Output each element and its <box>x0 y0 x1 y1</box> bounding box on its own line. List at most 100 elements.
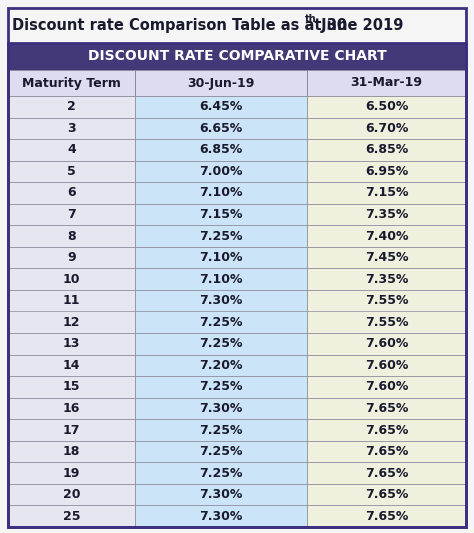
Text: 9: 9 <box>67 251 76 264</box>
Bar <box>8 333 135 354</box>
Bar <box>8 70 135 96</box>
Text: 7.20%: 7.20% <box>199 359 243 372</box>
Text: Discount rate Comparison Table as at 30: Discount rate Comparison Table as at 30 <box>12 18 347 33</box>
Text: 12: 12 <box>63 316 80 329</box>
Bar <box>8 311 135 333</box>
Text: 7.65%: 7.65% <box>365 424 408 437</box>
Bar <box>307 247 466 269</box>
Text: 6.85%: 6.85% <box>365 143 408 156</box>
Text: 6.45%: 6.45% <box>199 100 243 114</box>
Bar <box>307 139 466 160</box>
Text: 31-Mar-19: 31-Mar-19 <box>350 77 422 90</box>
Bar <box>307 376 466 398</box>
Bar <box>8 225 135 247</box>
Text: 7.30%: 7.30% <box>199 402 243 415</box>
Text: 7.30%: 7.30% <box>199 294 243 307</box>
Text: 7.25%: 7.25% <box>199 445 243 458</box>
Text: 25: 25 <box>63 510 80 523</box>
Text: th: th <box>305 14 317 25</box>
Text: 17: 17 <box>63 424 80 437</box>
Text: 18: 18 <box>63 445 80 458</box>
Bar <box>135 505 307 527</box>
Bar <box>307 462 466 484</box>
Text: 7.65%: 7.65% <box>365 402 408 415</box>
Text: 7.55%: 7.55% <box>365 316 408 329</box>
Text: 11: 11 <box>63 294 80 307</box>
Text: 6.50%: 6.50% <box>365 100 408 114</box>
Bar <box>8 354 135 376</box>
Bar <box>8 96 135 118</box>
Text: 19: 19 <box>63 466 80 480</box>
Bar <box>135 139 307 160</box>
Bar <box>135 354 307 376</box>
Bar <box>307 505 466 527</box>
Bar <box>8 118 135 139</box>
Bar <box>8 419 135 441</box>
Text: Maturity Term: Maturity Term <box>22 77 121 90</box>
Bar <box>307 311 466 333</box>
Text: June 2019: June 2019 <box>316 18 403 33</box>
Bar <box>8 43 466 70</box>
Text: 7.25%: 7.25% <box>199 337 243 350</box>
Bar <box>135 419 307 441</box>
Text: 7.65%: 7.65% <box>365 466 408 480</box>
Bar <box>8 182 135 204</box>
Bar <box>135 484 307 505</box>
Bar <box>307 441 466 462</box>
Text: 7.15%: 7.15% <box>199 208 243 221</box>
Text: 4: 4 <box>67 143 76 156</box>
Bar <box>8 247 135 269</box>
Text: 7: 7 <box>67 208 76 221</box>
Bar <box>135 376 307 398</box>
Bar <box>135 333 307 354</box>
Text: 16: 16 <box>63 402 80 415</box>
Bar <box>135 269 307 290</box>
Text: 13: 13 <box>63 337 80 350</box>
Text: 7.30%: 7.30% <box>199 488 243 501</box>
Bar <box>8 484 135 505</box>
Bar <box>307 484 466 505</box>
Bar <box>8 505 135 527</box>
Text: 7.35%: 7.35% <box>365 273 408 286</box>
Text: 7.55%: 7.55% <box>365 294 408 307</box>
Bar <box>8 462 135 484</box>
Text: 7.10%: 7.10% <box>199 251 243 264</box>
Text: 6.85%: 6.85% <box>200 143 243 156</box>
Bar <box>307 290 466 311</box>
Text: 15: 15 <box>63 381 80 393</box>
Bar <box>307 182 466 204</box>
Bar <box>135 70 307 96</box>
Text: 7.40%: 7.40% <box>365 230 408 243</box>
Bar <box>135 398 307 419</box>
Bar <box>8 441 135 462</box>
Bar <box>135 204 307 225</box>
Text: 20: 20 <box>63 488 80 501</box>
Text: 7.00%: 7.00% <box>199 165 243 178</box>
Text: 10: 10 <box>63 273 80 286</box>
Bar <box>307 269 466 290</box>
Bar <box>307 419 466 441</box>
Text: 7.35%: 7.35% <box>365 208 408 221</box>
Text: 7.25%: 7.25% <box>199 466 243 480</box>
Text: DISCOUNT RATE COMPARATIVE CHART: DISCOUNT RATE COMPARATIVE CHART <box>88 50 386 63</box>
Text: 30-Jun-19: 30-Jun-19 <box>187 77 255 90</box>
Text: 7.25%: 7.25% <box>199 381 243 393</box>
Bar <box>307 160 466 182</box>
Bar <box>307 225 466 247</box>
Bar <box>307 398 466 419</box>
Text: 7.25%: 7.25% <box>199 424 243 437</box>
Text: 7.65%: 7.65% <box>365 488 408 501</box>
Bar <box>8 8 466 43</box>
Text: 3: 3 <box>67 122 76 135</box>
Text: 7.10%: 7.10% <box>199 273 243 286</box>
Bar <box>8 398 135 419</box>
Bar <box>8 290 135 311</box>
Bar <box>307 204 466 225</box>
Bar <box>8 160 135 182</box>
Bar <box>135 311 307 333</box>
Bar <box>135 182 307 204</box>
Text: 6: 6 <box>67 187 76 199</box>
Text: 7.65%: 7.65% <box>365 445 408 458</box>
Bar <box>8 139 135 160</box>
Bar <box>307 96 466 118</box>
